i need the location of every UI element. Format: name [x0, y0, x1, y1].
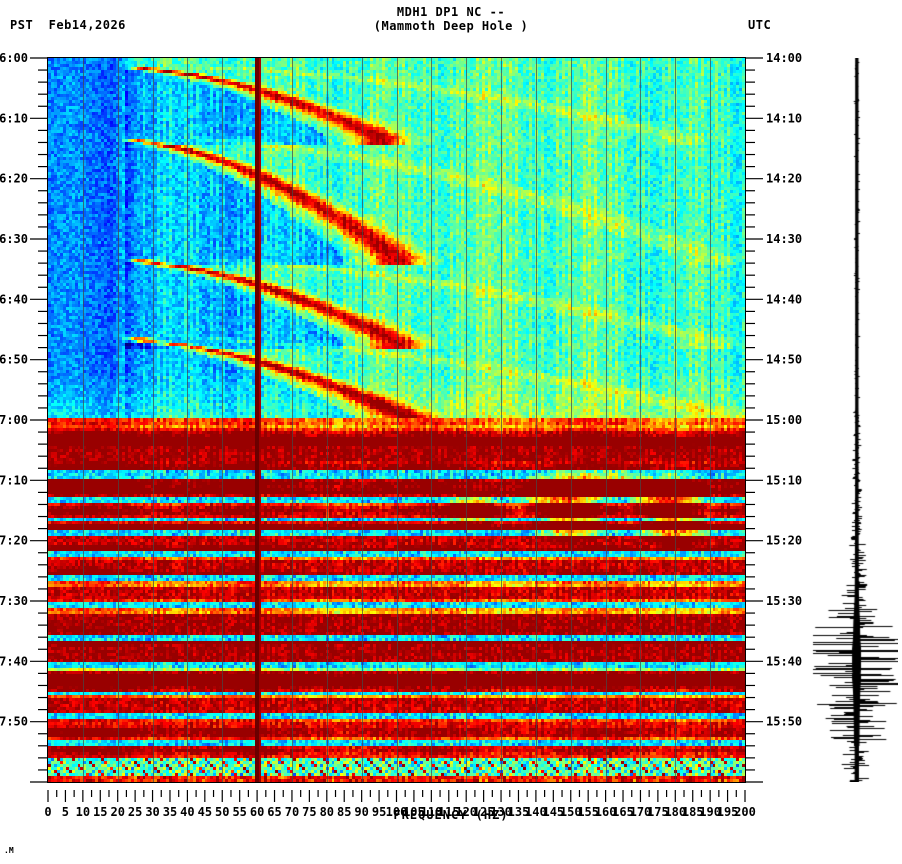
- left-time-label: 07:10: [0, 473, 28, 487]
- page-subtitle: (Mammoth Deep Hole ): [0, 19, 902, 33]
- station-name: (Mammoth Deep Hole ): [373, 19, 529, 33]
- header-timezone-pst: PST: [10, 18, 34, 32]
- right-time-label: 14:40: [766, 292, 802, 306]
- left-time-label: 06:00: [0, 51, 28, 65]
- seismogram-panel: [812, 58, 898, 782]
- header-date: Feb14,2026: [48, 18, 126, 32]
- spectrogram-canvas: [48, 58, 745, 782]
- left-time-label: 07:20: [0, 534, 28, 548]
- right-time-label: 14:20: [766, 172, 802, 186]
- spectrogram-plot: [48, 58, 745, 782]
- left-time-label: 06:30: [0, 232, 28, 246]
- right-time-label: 14:30: [766, 232, 802, 246]
- right-time-label: 15:30: [766, 594, 802, 608]
- left-time-label: 06:10: [0, 111, 28, 125]
- header-pst-date: PST Feb14,2026: [10, 18, 126, 32]
- left-time-label: 07:00: [0, 413, 28, 427]
- left-time-label: 06:50: [0, 353, 28, 367]
- right-time-label: 15:50: [766, 715, 802, 729]
- right-time-label: 15:20: [766, 534, 802, 548]
- station-code: MDH1 DP1 NC --: [396, 5, 506, 19]
- left-time-label: 06:20: [0, 172, 28, 186]
- right-time-label: 15:00: [766, 413, 802, 427]
- left-time-label: 07:40: [0, 654, 28, 668]
- frequency-axis-title: FREQUENCY (HZ): [393, 808, 509, 822]
- left-time-label: 06:40: [0, 292, 28, 306]
- right-time-label: 15:10: [766, 473, 802, 487]
- seismogram-canvas: [812, 58, 898, 782]
- right-time-label: 15:40: [766, 654, 802, 668]
- left-time-label: 07:50: [0, 715, 28, 729]
- page-title: MDH1 DP1 NC --: [0, 5, 902, 19]
- right-time-label: 14:10: [766, 111, 802, 125]
- left-time-axis: 06:00 06:10 06:20 06:30 06:40 06:50 07:00 07:10…: [0, 51, 48, 783]
- right-time-label: 14:00: [766, 51, 802, 65]
- header-timezone-utc: UTC: [748, 18, 772, 32]
- corner-mark: .M: [4, 846, 14, 855]
- left-time-label: 07:30: [0, 594, 28, 608]
- right-time-label: 14:50: [766, 353, 802, 367]
